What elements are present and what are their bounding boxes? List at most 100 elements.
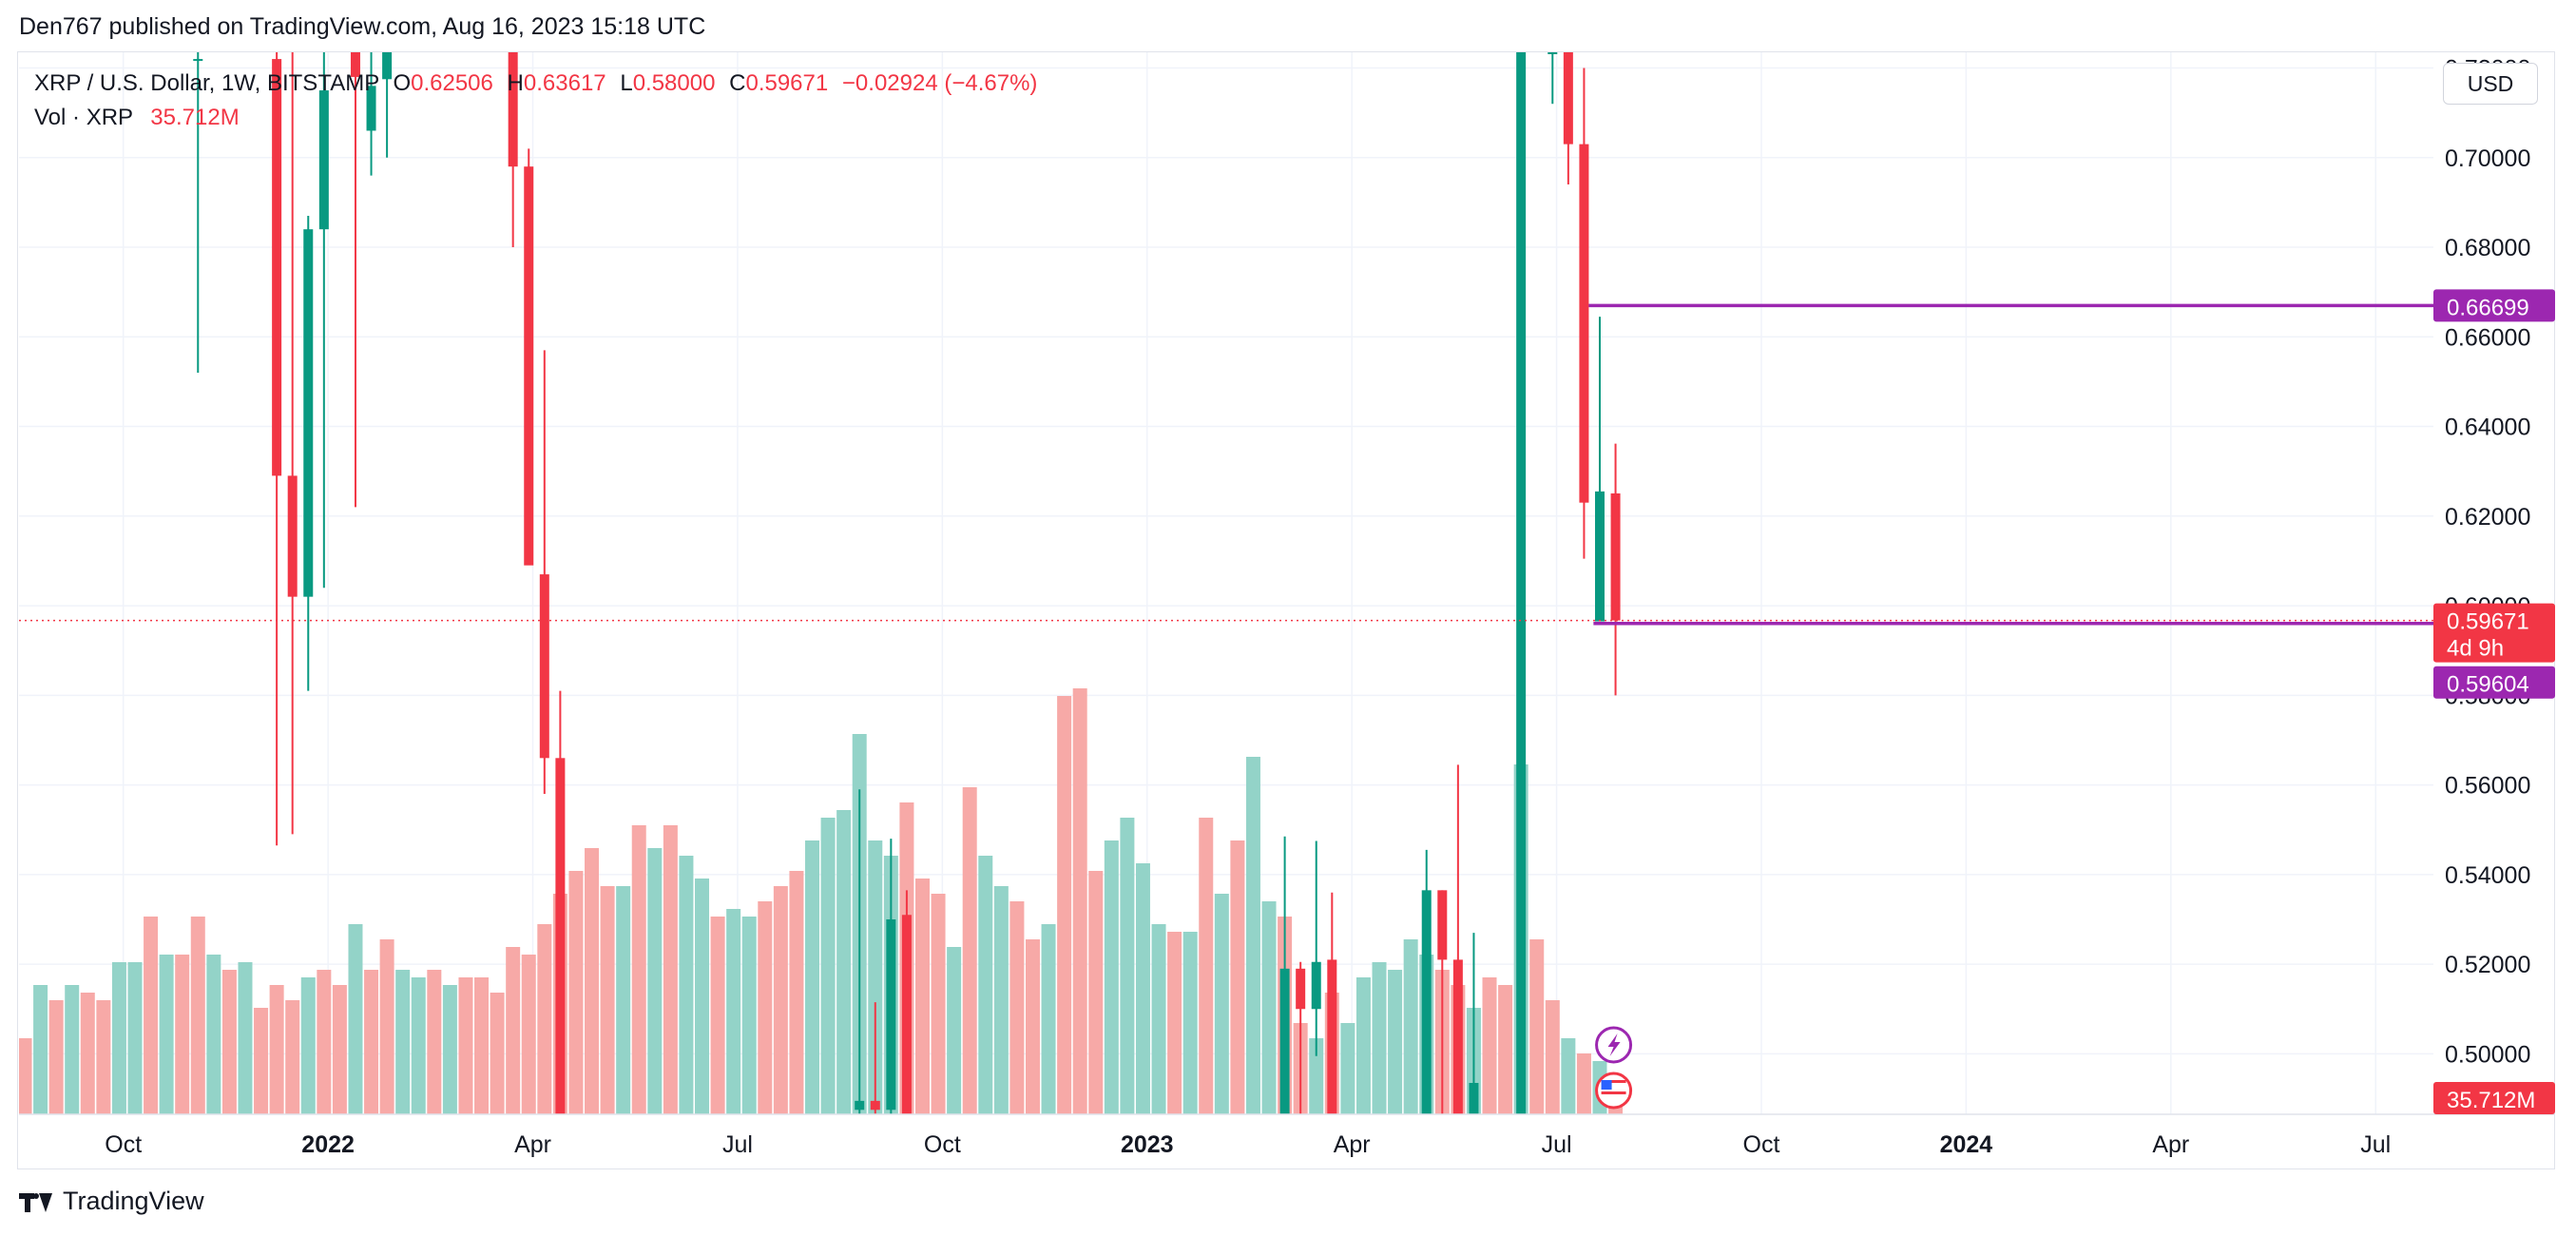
candle-body [539, 574, 549, 759]
flag-stripe [1601, 1091, 1626, 1094]
level-badge-lower-text: 0.59604 [2447, 672, 2529, 698]
volume-value: 35.712M [150, 105, 240, 130]
candle-body [855, 1100, 865, 1110]
volume-bar [695, 879, 710, 1114]
volume-bar [111, 962, 126, 1114]
volume-bar [931, 894, 946, 1114]
volume-bar [978, 856, 993, 1114]
currency-button[interactable]: USD [2443, 63, 2538, 105]
time-tick-label: 2022 [301, 1131, 355, 1158]
volume-bar [490, 993, 505, 1114]
volume-bar [238, 962, 253, 1114]
price-tick-label: 0.50000 [2445, 1041, 2530, 1068]
price-tick-label: 0.70000 [2445, 145, 2530, 172]
volume-bar [1355, 977, 1371, 1114]
candle-body [886, 918, 896, 1110]
horizontal-levels [19, 303, 2433, 626]
low-label: L [620, 70, 633, 96]
candle-body [1296, 968, 1306, 1010]
level-badge-lower: 0.59604 [2433, 666, 2555, 699]
change-value: −0.02924 (−4.67%) [841, 70, 1038, 96]
candle-body [508, 52, 518, 167]
volume-bar [269, 985, 284, 1114]
price-tick-label: 0.52000 [2445, 952, 2530, 978]
volume-bar [1167, 932, 1182, 1114]
candle-body [382, 52, 393, 80]
volume-bar [1388, 970, 1403, 1114]
volume-bar [1482, 977, 1497, 1114]
candle-body [1548, 52, 1558, 54]
volume-bar [710, 917, 725, 1114]
volume-bar [805, 840, 819, 1114]
volume-bars [19, 688, 1624, 1114]
time-tick-label: Apr [514, 1131, 551, 1158]
volume-bar [474, 977, 490, 1114]
volume-label[interactable]: Vol · XRP [34, 105, 133, 130]
candle-body [366, 86, 376, 131]
volume-bar [1230, 840, 1245, 1114]
candle-body [1610, 492, 1621, 621]
candle-body [1579, 144, 1589, 503]
volume-bar [1182, 932, 1198, 1114]
footer-brand[interactable]: TradingView [19, 1187, 204, 1216]
candle-body [1595, 491, 1605, 622]
candle-body [193, 59, 203, 62]
volume-bar [379, 939, 394, 1114]
time-tick-label: 2023 [1121, 1131, 1174, 1158]
flag-event-icon [1595, 1072, 1633, 1110]
candle-body [1327, 959, 1337, 1114]
volume-badge: 35.712M [2433, 1082, 2555, 1114]
volume-bar [600, 886, 615, 1114]
candle-body [350, 52, 360, 77]
volume-bar [33, 985, 48, 1114]
volume-bar [96, 1000, 111, 1114]
volume-bar [820, 818, 836, 1114]
volume-bar [1372, 962, 1387, 1114]
candle-body [901, 915, 912, 1114]
high-value: 0.63617 [523, 70, 606, 96]
volume-bar [1151, 924, 1166, 1114]
volume-badge-text: 35.712M [2447, 1088, 2535, 1113]
last-price-badge-text: 4d 9h [2447, 636, 2504, 662]
volume-bar [348, 924, 363, 1114]
volume-bar [300, 977, 316, 1114]
volume-bar [568, 871, 584, 1114]
volume-bar [506, 947, 521, 1114]
time-tick-label: Jul [2360, 1131, 2391, 1158]
candle-body [1311, 961, 1321, 1010]
volume-bar [1199, 818, 1214, 1114]
volume-bar [1057, 696, 1072, 1114]
volume-bar [1309, 1038, 1324, 1114]
volume-bar [521, 955, 536, 1114]
volume-bar [175, 955, 190, 1114]
candle-body [1421, 890, 1432, 1114]
flag-stripe [1601, 1080, 1626, 1083]
flag-stripe [1601, 1086, 1626, 1089]
volume-bar [914, 879, 930, 1114]
volume-bar [411, 977, 426, 1114]
high-label: H [507, 70, 524, 96]
volume-bar [789, 871, 804, 1114]
volume-bar [1340, 1023, 1355, 1114]
volume-bar [427, 970, 442, 1114]
volume-bar [537, 924, 552, 1114]
flag-canton [1601, 1080, 1612, 1090]
volume-bar [19, 1038, 32, 1114]
level-badge-upper: 0.66699 [2433, 289, 2555, 322]
level-badge-upper-text: 0.66699 [2447, 295, 2529, 320]
tradingview-logo-icon [19, 1191, 53, 1212]
symbol-label[interactable]: XRP / U.S. Dollar, 1W, BITSTAMP [34, 70, 379, 96]
volume-bar [1561, 1038, 1576, 1114]
volume-bar [127, 962, 143, 1114]
volume-bar [1120, 818, 1135, 1114]
volume-row: Vol · XRP 35.712M [34, 101, 1037, 135]
time-tick-label: Jul [1542, 1131, 1572, 1158]
brand-name: TradingView [63, 1187, 204, 1215]
volume-bar [1545, 1000, 1560, 1114]
price-tick-label: 0.66000 [2445, 324, 2530, 351]
publisher-line: Den767 published on TradingView.com, Aug… [19, 13, 706, 40]
candle-body [1563, 52, 1573, 145]
volume-bar [1498, 985, 1513, 1114]
